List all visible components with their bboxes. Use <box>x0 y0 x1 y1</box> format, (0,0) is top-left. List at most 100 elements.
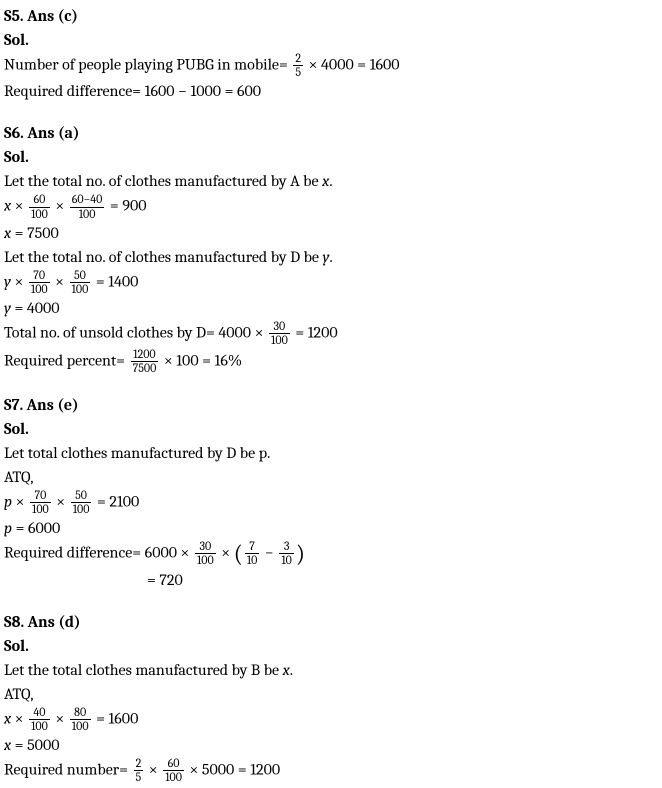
denominator: 10 <box>279 554 294 567</box>
numerator: 60−40 <box>70 193 105 207</box>
minus: − <box>178 82 187 100</box>
fraction: 60100 <box>29 193 50 220</box>
numerator: 70 <box>30 489 51 503</box>
times: × <box>309 55 318 73</box>
s8-line1: Let the total clothes manufactured by B … <box>4 658 658 682</box>
fraction: 70100 <box>29 269 50 296</box>
equals: = <box>357 55 366 73</box>
numerator: 70 <box>29 269 50 283</box>
equals: = <box>96 709 105 727</box>
denominator: 100 <box>29 208 50 221</box>
text: Required difference <box>4 544 132 562</box>
times: × <box>56 492 65 510</box>
times: × <box>55 709 64 727</box>
numerator: 3 <box>279 540 294 554</box>
times: × <box>14 272 23 290</box>
variable-y: y <box>4 272 11 290</box>
s7-line5: Required difference= 6000 × 30100 × (710… <box>4 540 658 567</box>
text: Required number <box>4 760 119 778</box>
numerator: 80 <box>70 706 91 720</box>
s6-line8: Required percent= 12007500 × 100 = 16% <box>4 348 658 375</box>
text: Let the total clothes manufactured by B … <box>4 661 283 679</box>
denominator: 100 <box>70 208 105 221</box>
numerator: 60 <box>29 193 50 207</box>
s7-line6: = 720 <box>4 568 658 592</box>
equals: = <box>147 571 156 589</box>
denominator: 100 <box>70 283 91 296</box>
s5-heading: S5. Ans (c) <box>4 4 658 28</box>
s6-line5: y × 70100 × 50100 = 1400 <box>4 269 658 296</box>
fraction: 710 <box>245 540 260 567</box>
denominator: 5 <box>293 66 303 79</box>
fraction: 30100 <box>195 540 216 567</box>
value: 7500 <box>27 224 59 242</box>
value: 5000 <box>202 760 234 778</box>
denominator: 100 <box>195 554 216 567</box>
value: 100 <box>176 351 198 369</box>
times: × <box>221 544 230 562</box>
value: 6000 <box>28 519 60 537</box>
value: 4000 <box>321 55 354 73</box>
rparen-icon: ) <box>296 540 305 568</box>
value: 6000 <box>145 544 177 562</box>
text: Number of people playing PUBG in mobile <box>4 55 279 73</box>
numerator: 50 <box>70 269 91 283</box>
equals: = <box>96 272 105 290</box>
equals: = <box>238 760 247 778</box>
s5-sol-label: Sol. <box>4 28 658 52</box>
denominator: 100 <box>163 771 184 784</box>
denominator: 100 <box>269 334 290 347</box>
equals: = <box>110 197 119 215</box>
denominator: 100 <box>29 283 50 296</box>
fraction: 30100 <box>269 320 290 347</box>
dot: . <box>329 172 332 190</box>
value: 600 <box>237 82 261 100</box>
numerator: 40 <box>29 706 50 720</box>
value: 1600 <box>108 709 138 727</box>
s6-sol-label: Sol. <box>4 145 658 169</box>
value: 1200 <box>250 760 280 778</box>
variable-x: x <box>4 224 11 242</box>
equals: = <box>14 299 23 317</box>
s8-sol-label: Sol. <box>4 634 658 658</box>
denominator: 100 <box>71 503 92 516</box>
times: × <box>149 760 158 778</box>
numerator: 50 <box>71 489 92 503</box>
numerator: 30 <box>195 540 216 554</box>
numerator: 2 <box>134 757 144 771</box>
fraction: 25 <box>293 52 303 79</box>
fraction: 80100 <box>70 706 91 733</box>
times: × <box>255 324 264 342</box>
s8-line5: Required number= 25 × 60100 × 5000 = 120… <box>4 757 658 784</box>
s6-line7: Total no. of unsold clothes by D= 4000 ×… <box>4 320 658 347</box>
value: 900 <box>122 197 146 215</box>
denominator: 100 <box>30 503 51 516</box>
fraction: 50100 <box>70 269 91 296</box>
numerator: 30 <box>269 320 290 334</box>
lparen-icon: ( <box>234 540 243 568</box>
value: 2100 <box>109 492 139 510</box>
value: 1600 <box>145 82 175 100</box>
numerator: 60 <box>163 757 184 771</box>
denominator: 100 <box>70 720 91 733</box>
s7-line1: Let total clothes manufactured by D be p… <box>4 441 658 465</box>
equals: = <box>119 760 128 778</box>
dot: . <box>329 248 332 266</box>
times: × <box>15 197 24 215</box>
solution-s7: S7. Ans (e) Sol. Let total clothes manuf… <box>4 393 658 592</box>
value: 4000 <box>218 324 251 342</box>
s7-heading: S7. Ans (e) <box>4 393 658 417</box>
fraction: 50100 <box>71 489 92 516</box>
numerator: 1200 <box>131 348 159 362</box>
fraction: 60−40100 <box>70 193 105 220</box>
equals: = <box>15 224 24 242</box>
text: Let the total no. of clothes manufacture… <box>4 248 322 266</box>
fraction: 60100 <box>163 757 184 784</box>
s8-line2: ATQ, <box>4 682 658 706</box>
equals: = <box>132 82 141 100</box>
value: 720 <box>159 571 182 589</box>
variable-p: p <box>4 519 12 537</box>
s7-line3: p × 70100 × 50100 = 2100 <box>4 489 658 516</box>
s7-line2: ATQ, <box>4 465 658 489</box>
equals: = <box>97 492 106 510</box>
